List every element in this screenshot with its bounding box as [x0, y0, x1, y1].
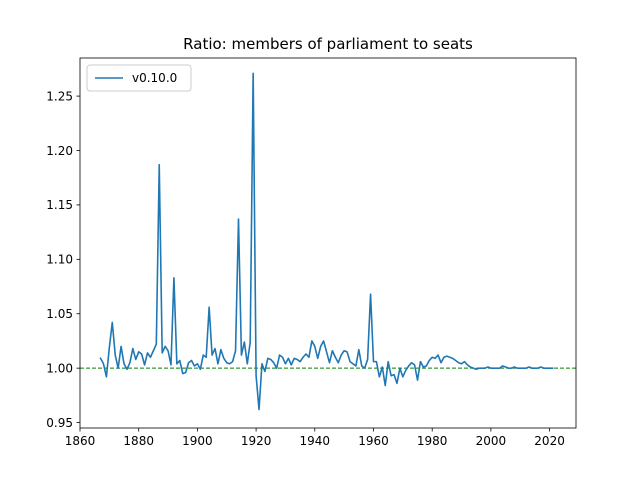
x-tick-label: 2020	[534, 434, 565, 448]
y-axis: 0.95 1.00 1.05 1.10 1.15 1.20 1.25	[46, 89, 80, 430]
y-tick-label: 1.10	[46, 253, 73, 267]
chart-title: Ratio: members of parliament to seats	[183, 35, 473, 53]
legend-box	[86, 64, 192, 92]
x-tick-label: 1940	[300, 434, 331, 448]
x-axis: 1860 1880 1900 1920 1940 1960 1980 2000 2020	[65, 428, 565, 448]
x-tick-label: 1860	[65, 434, 96, 448]
y-tick-label: 1.20	[46, 144, 73, 158]
x-tick-label: 1920	[241, 434, 272, 448]
y-tick-label: 1.15	[46, 198, 73, 212]
x-tick-label: 1900	[182, 434, 213, 448]
y-tick-label: 0.95	[46, 416, 73, 430]
axes-background	[80, 58, 576, 428]
legend: v0.10.0	[86, 64, 192, 92]
y-tick-label: 1.00	[46, 361, 73, 375]
axes-frame	[79, 57, 577, 429]
series-line-v0-10-0	[99, 72, 554, 411]
x-tick-label: 1880	[123, 434, 154, 448]
x-tick-label: 2000	[476, 434, 507, 448]
legend-label-v0-10-0: v0.10.0	[132, 71, 177, 85]
x-tick-label: 1960	[358, 434, 389, 448]
y-tick-label: 1.05	[46, 307, 73, 321]
y-tick-label: 1.25	[46, 89, 73, 103]
series-group	[99, 72, 554, 411]
x-tick-label: 1980	[417, 434, 448, 448]
plot-area: 1860 1880 1900 1920 1940 1960 1980 2000 2020 0.9…	[46, 57, 577, 448]
